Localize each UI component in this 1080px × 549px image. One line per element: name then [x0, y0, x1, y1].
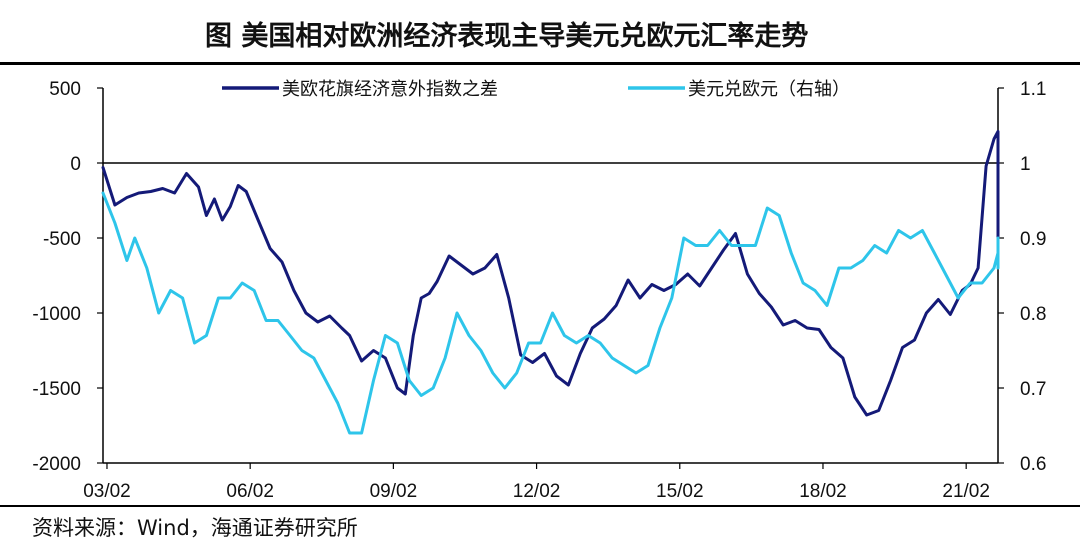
x-tick-label: 09/02: [370, 481, 418, 502]
right-tick-label: 1.1: [1020, 79, 1046, 100]
x-tick-label: 06/02: [226, 481, 274, 502]
left-tick-label: -2000: [32, 454, 81, 475]
title-bar: 图 美国相对欧洲经济表现主导美元兑欧元汇率走势: [0, 0, 1080, 62]
x-tick-label: 12/02: [513, 481, 561, 502]
footer-divider: [0, 505, 1080, 507]
title-divider: [0, 62, 1080, 65]
series-line-1: [101, 130, 1000, 417]
right-tick-label: 0.9: [1020, 229, 1046, 250]
chart-title: 图 美国相对欧洲经济表现主导美元兑欧元汇率走势: [205, 21, 809, 52]
legend-label-2: 美元兑欧元（右轴）: [688, 79, 850, 100]
series-line-2: [101, 191, 1000, 435]
legend-label-1: 美欧花旗经济意外指数之差: [282, 79, 498, 100]
left-tick-label: 0: [70, 154, 81, 175]
x-tick-label: 18/02: [799, 481, 847, 502]
left-tick-label: -1500: [32, 379, 81, 400]
right-tick-label: 1: [1020, 154, 1031, 175]
x-tick-label: 15/02: [656, 481, 704, 502]
left-tick-label: -1000: [32, 304, 81, 325]
source-note: 资料来源：Wind，海通证券研究所: [32, 516, 358, 540]
right-tick-label: 0.6: [1020, 454, 1046, 475]
x-tick-label: 03/02: [83, 481, 131, 502]
right-tick-label: 0.7: [1020, 379, 1046, 400]
right-tick-label: 0.8: [1020, 304, 1046, 325]
left-tick-label: 500: [49, 79, 81, 100]
left-tick-label: -500: [43, 229, 81, 250]
x-tick-label: 21/02: [942, 481, 990, 502]
